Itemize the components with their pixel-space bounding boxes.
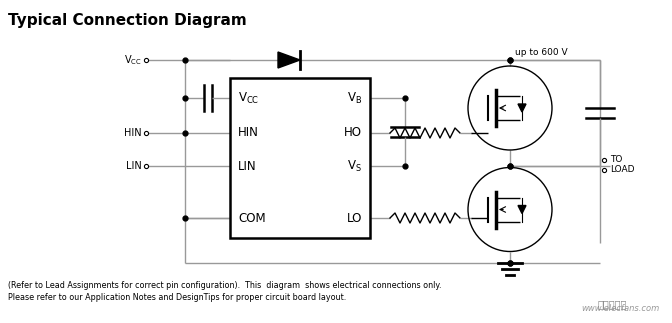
Polygon shape	[518, 104, 526, 112]
Text: LOAD: LOAD	[610, 165, 634, 174]
Text: up to 600 V: up to 600 V	[515, 48, 568, 57]
Text: HO: HO	[344, 127, 362, 140]
Polygon shape	[278, 52, 300, 68]
Text: Please refer to our Application Notes and DesignTips for proper circuit board la: Please refer to our Application Notes an…	[8, 293, 346, 302]
Text: LO: LO	[347, 212, 362, 224]
Text: V$_{\mathregular{CC}}$: V$_{\mathregular{CC}}$	[238, 90, 259, 106]
Text: HIN: HIN	[238, 127, 259, 140]
Text: V$_{\mathregular{B}}$: V$_{\mathregular{B}}$	[347, 90, 362, 106]
Text: LIN: LIN	[126, 161, 142, 171]
Text: www.elecfans.com: www.elecfans.com	[582, 304, 660, 313]
Polygon shape	[518, 205, 526, 214]
Text: (Refer to Lead Assignments for correct pin configuration).  This  diagram  shows: (Refer to Lead Assignments for correct p…	[8, 281, 442, 290]
Text: LIN: LIN	[238, 160, 257, 172]
Text: TO: TO	[610, 155, 622, 164]
Text: HIN: HIN	[124, 128, 142, 138]
Text: V$_{\mathregular{CC}}$: V$_{\mathregular{CC}}$	[124, 53, 142, 67]
Bar	[230, 78, 370, 238]
Text: COM: COM	[238, 212, 265, 224]
Text: Typical Connection Diagram: Typical Connection Diagram	[8, 13, 247, 28]
Text: V$_{\mathregular{S}}$: V$_{\mathregular{S}}$	[347, 159, 362, 173]
Text: 电子发烧友: 电子发烧友	[598, 299, 628, 309]
